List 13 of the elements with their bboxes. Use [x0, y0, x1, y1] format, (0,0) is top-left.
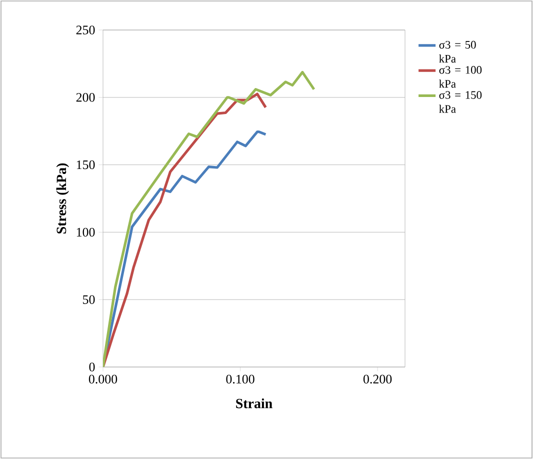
- x-tick-label: 0.000: [88, 374, 118, 384]
- y-tick-label: 100: [76, 228, 95, 237]
- y-tick-label: 250: [76, 26, 95, 34]
- y-tick-label: 50: [83, 295, 95, 304]
- x-tick-label: 0.100: [226, 374, 254, 384]
- y-axis-title: Stress (kPa): [56, 163, 69, 234]
- x-axis-title: Strain: [236, 398, 272, 408]
- y-tick-label: 200: [76, 93, 95, 102]
- y-tick-label: 150: [76, 160, 95, 170]
- x-tick-label: 0.200: [363, 374, 392, 384]
- legend-label: σ3 = 150 kPa: [439, 91, 482, 113]
- line-series: [103, 70, 316, 367]
- y-tick-label: 0: [89, 362, 95, 372]
